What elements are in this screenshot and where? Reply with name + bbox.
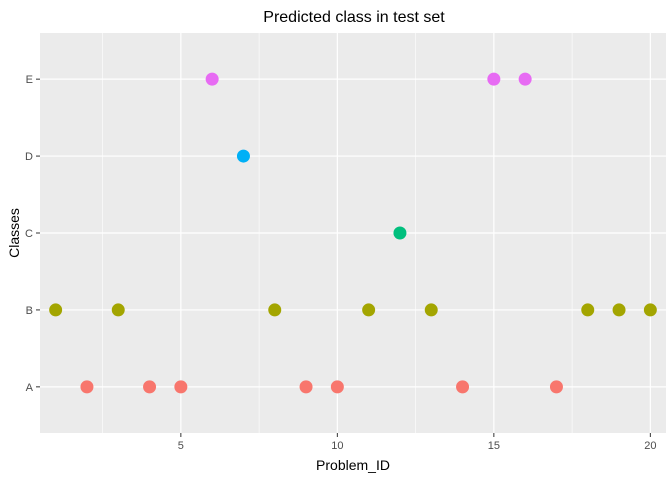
data-point	[236, 149, 250, 163]
data-point	[549, 380, 563, 394]
data-point	[487, 72, 501, 86]
y-tick-label: A	[26, 382, 34, 394]
data-points	[49, 72, 657, 394]
chart-title: Predicted class in test set	[263, 9, 445, 26]
y-tick-label: C	[25, 228, 33, 240]
data-point	[111, 303, 125, 317]
data-point	[518, 72, 532, 86]
y-axis: A B C D E	[25, 74, 40, 394]
data-point	[424, 303, 438, 317]
x-axis-title: Problem_ID	[316, 457, 390, 473]
data-point	[80, 380, 94, 394]
data-point	[143, 380, 157, 394]
y-tick-label: B	[26, 305, 33, 317]
data-point	[362, 303, 376, 317]
data-point	[456, 380, 470, 394]
data-point	[330, 380, 344, 394]
data-point	[393, 226, 407, 240]
data-point	[643, 303, 657, 317]
y-axis-title: Classes	[6, 208, 22, 258]
x-tick-label: 10	[331, 440, 343, 452]
x-tick-label: 5	[178, 440, 184, 452]
y-tick-label: E	[26, 74, 33, 86]
data-point	[205, 72, 219, 86]
data-point	[49, 303, 63, 317]
x-tick-label: 20	[644, 440, 656, 452]
data-point	[612, 303, 626, 317]
data-point	[299, 380, 313, 394]
data-point	[581, 303, 595, 317]
data-point	[174, 380, 188, 394]
data-point	[268, 303, 282, 317]
y-tick-label: D	[25, 151, 33, 163]
x-axis: 5 10 15 20	[178, 433, 656, 452]
x-tick-label: 15	[488, 440, 500, 452]
